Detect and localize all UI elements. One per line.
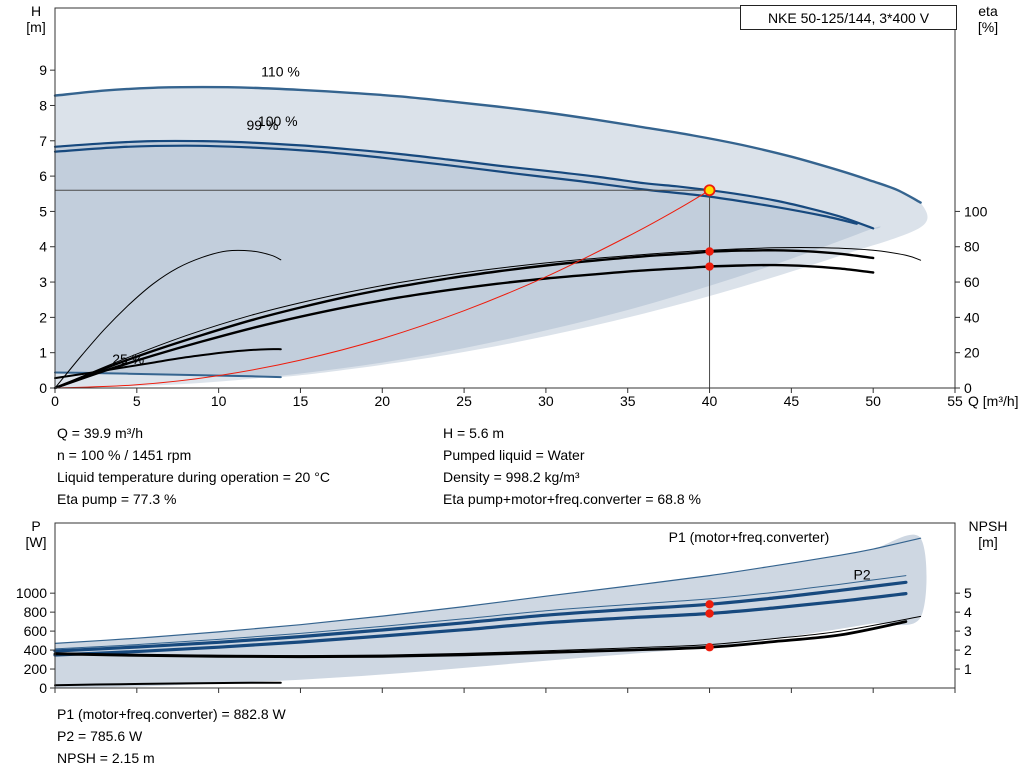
y-tick-label: 1000: [16, 585, 47, 601]
x-axis-title: Q [m³/h]: [968, 393, 1019, 409]
x-tick-label: 35: [620, 393, 636, 409]
y-right-tick-label: 4: [964, 604, 972, 620]
info-temperature: Liquid temperature during operation = 20…: [57, 469, 330, 485]
y-right-tick-label: 20: [964, 345, 980, 361]
y-right-axis-title: NPSH: [969, 518, 1008, 534]
info-npsh: NPSH = 2.15 m: [57, 750, 155, 766]
eta-total-curve: [53, 263, 875, 390]
y-right-tick-label: 40: [964, 309, 980, 325]
info-eta-pump: Eta pump = 77.3 %: [57, 491, 177, 507]
y-tick-label: 200: [24, 661, 48, 677]
power-data: P1 (motor+freq.converter) = 882.8 W P2 =…: [57, 703, 286, 769]
y-left-axis-title: [m]: [26, 19, 45, 35]
x-tick-label: 0: [51, 393, 59, 409]
power-chart: 0 200 400 600 800 1000 1 2 3 4 5 P[W] NPSH[m] P1 (mot…: [16, 518, 1008, 696]
y-right-tick-label: 3: [964, 623, 972, 639]
label-p1: P1 (motor+freq.converter): [669, 529, 830, 545]
label-99pct: 99 %: [246, 117, 278, 133]
info-head: H = 5.6 m: [443, 425, 505, 441]
x-tick-label: 55: [947, 393, 963, 409]
y-tick-label: 9: [39, 62, 47, 78]
info-p1: P1 (motor+freq.converter) = 882.8 W: [57, 706, 286, 722]
y-right-tick-label: 60: [964, 274, 980, 290]
y-tick-label: 5: [39, 203, 47, 219]
y-left-axis-title: P: [31, 518, 40, 534]
y-right-axis-title: [m]: [978, 534, 997, 550]
y-right-tick-label: 80: [964, 239, 980, 255]
label-p2: P2: [854, 566, 871, 582]
x-tick-label: 25: [456, 393, 472, 409]
operating-data-right: H = 5.6 m Pumped liquid = Water Density …: [443, 422, 701, 510]
info-liquid: Pumped liquid = Water: [443, 447, 585, 463]
y-right-axis-title: [%]: [978, 19, 998, 35]
power-frame: [54, 522, 956, 689]
y-tick-label: 6: [39, 168, 47, 184]
y-tick-label: 0: [39, 680, 47, 696]
x-tick-label: 30: [538, 393, 554, 409]
y-tick-label: 800: [24, 604, 48, 620]
y-tick-label: 0: [39, 380, 47, 396]
qh-curve-110pct: [53, 85, 922, 204]
hq-chart: 0 5 10 15 20 25 30 35 40 45 50 55012345678902040608…: [26, 3, 1018, 409]
x-tick-label: 15: [293, 393, 309, 409]
x-tick-label: 20: [374, 393, 390, 409]
y-right-tick-label: 2: [964, 642, 972, 658]
x-tick-label: 50: [865, 393, 881, 409]
npsh-marker: [705, 643, 714, 652]
info-density: Density = 998.2 kg/m³: [443, 469, 580, 485]
y-tick-label: 4: [39, 239, 47, 255]
affinity-parabola: [54, 189, 710, 389]
y-right-tick-label: 5: [964, 585, 972, 601]
label-25pct: 25 %: [112, 351, 144, 367]
eta-total-marker: [705, 262, 714, 271]
y-tick-label: 1: [39, 345, 47, 361]
x-tick-label: 40: [702, 393, 718, 409]
x-tick-label: 5: [133, 393, 141, 409]
npsh-curve: [53, 620, 908, 659]
hq-frame: [54, 7, 956, 389]
info-p2: P2 = 785.6 W: [57, 728, 143, 744]
info-flow: Q = 39.9 m³/h: [57, 425, 143, 441]
p1-curve: [53, 580, 908, 653]
qh-curve-100pct: [53, 139, 875, 230]
p1-110pct-curve: [54, 537, 922, 644]
eta-pump-marker: [705, 247, 714, 256]
y-tick-label: 7: [39, 133, 47, 149]
qh-curve-99pct: [53, 144, 858, 225]
y-right-tick-label: 1: [964, 661, 972, 677]
x-tick-label: 10: [211, 393, 227, 409]
y-right-tick-label: 0: [964, 380, 972, 396]
duty-point-marker: [703, 184, 716, 197]
eta-curve-thin: [54, 247, 922, 389]
speed-envelope-110: [55, 87, 928, 378]
y-tick-label: 8: [39, 97, 47, 113]
p2-marker: [705, 609, 714, 618]
y-right-tick-label: 100: [964, 203, 988, 219]
y-left-axis-title: [W]: [26, 534, 47, 550]
p1-marker: [705, 600, 714, 609]
x-tick-label: 45: [784, 393, 800, 409]
y-tick-label: 2: [39, 309, 47, 325]
power-envelope: [55, 534, 927, 688]
label-110pct: 110 %: [261, 64, 300, 80]
y-tick-label: 3: [39, 274, 47, 290]
info-eta-total: Eta pump+motor+freq.converter = 68.8 %: [443, 491, 701, 507]
y-right-axis-title: eta: [978, 3, 998, 19]
eta-pump-curve: [53, 249, 875, 390]
operating-data-left: Q = 39.9 m³/h n = 100 % / 1451 rpm Liqui…: [57, 422, 330, 510]
y-tick-label: 600: [24, 623, 48, 639]
y-tick-label: 400: [24, 642, 48, 658]
label-100pct: 100 %: [258, 113, 298, 129]
p-curve-thin: [54, 575, 907, 650]
p2-curve: [53, 592, 908, 657]
pump-model-title-box: NKE 50-125/144, 3*400 V: [740, 5, 957, 30]
y-left-axis-title: H: [31, 3, 41, 19]
p-25pct-curve: [54, 681, 282, 687]
eta-curve-25pct-thin: [54, 249, 282, 389]
info-speed: n = 100 % / 1451 rpm: [57, 447, 192, 463]
